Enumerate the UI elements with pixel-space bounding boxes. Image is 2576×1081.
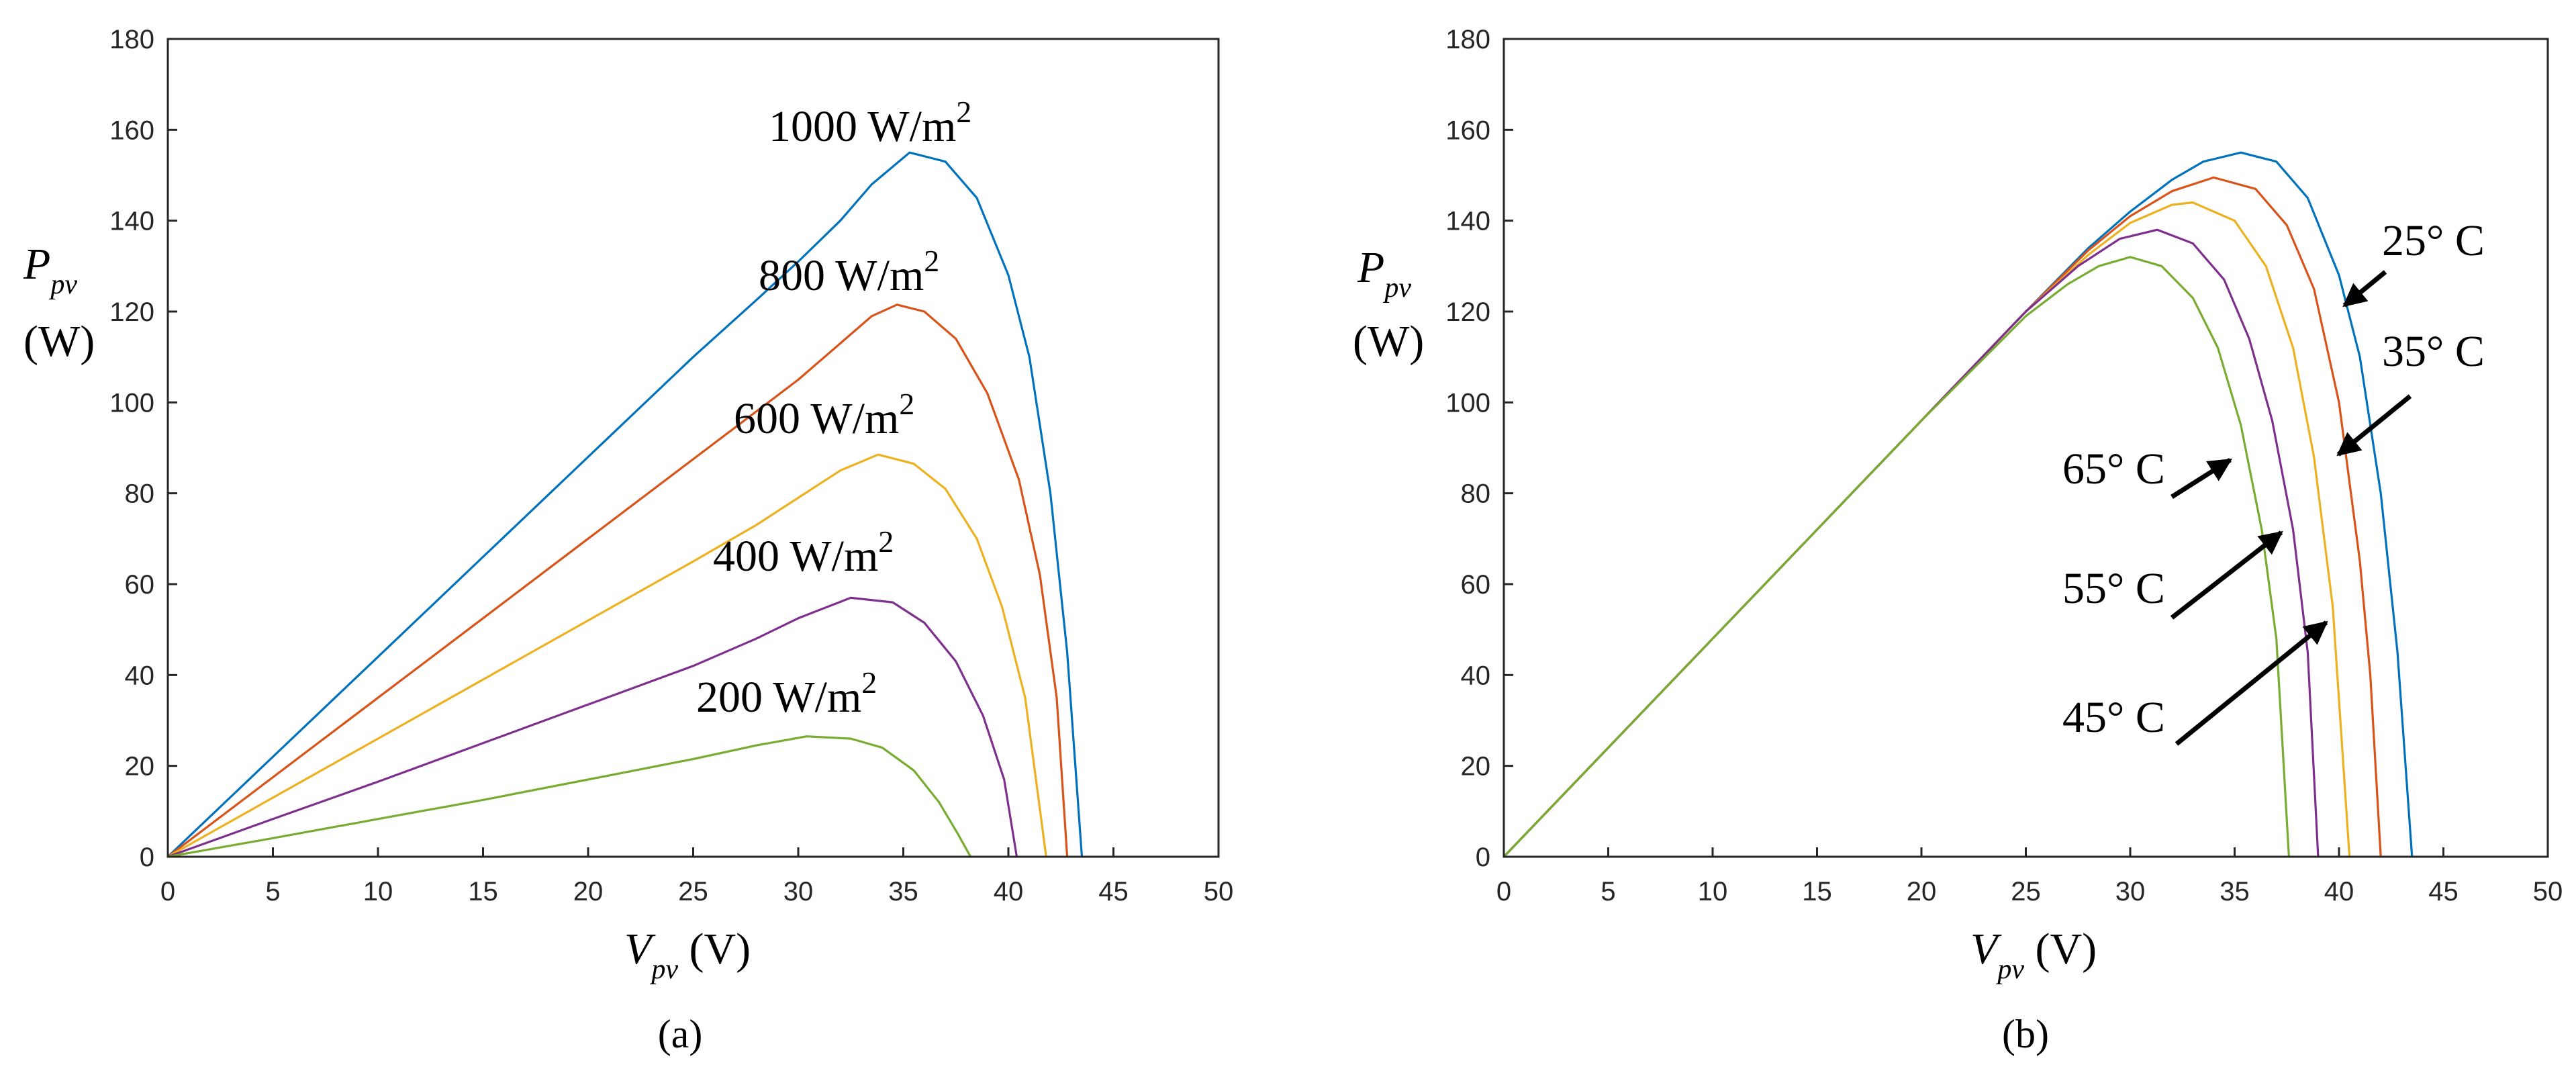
panel-a-ytick-label: 180	[109, 25, 154, 54]
panel-a-ylabel-unit: (W)	[23, 317, 95, 366]
panel-b-xtick-label: 35	[2220, 877, 2250, 906]
annotation-600: 600 W/m2	[734, 387, 914, 443]
panel-a-chart: 0 5 10 15 20 25 30 35 40 45 50 0 20 40 60 80 100 120 140 16…	[23, 25, 1233, 1056]
panel-b-ytick-label: 120	[1445, 297, 1490, 327]
panel-a-xtick-label: 20	[573, 877, 604, 906]
panel-b-xtick-label: 20	[1907, 877, 1937, 906]
panel-a-ytick-label: 120	[109, 297, 154, 327]
panel-b-series-3	[1502, 228, 2320, 858]
annotation-45c: 45° C	[2062, 693, 2165, 742]
panel-b-xtick-label: 25	[2011, 877, 2041, 906]
arrow-35c	[2336, 394, 2412, 457]
panel-b-ylabel-var: Ppv	[1357, 243, 1411, 303]
annotation-65c: 65° C	[2062, 444, 2165, 493]
arrow-25c	[2342, 270, 2387, 308]
panel-a-ytick-label: 0	[140, 843, 154, 872]
panel-a-ytick-label: 20	[125, 752, 155, 782]
annotation-800: 800 W/m2	[759, 244, 939, 300]
panel-b-chart: 0 5 10 15 20 25 30 35 40 45 50 0 20 40 60 80 100 120 140 16…	[1353, 25, 2563, 1056]
panel-a-xtick-label: 10	[363, 877, 393, 906]
panel-b-series-1	[1502, 176, 2382, 858]
panel-b-ylabel-unit: (W)	[1353, 317, 1424, 366]
panel-b-ytick-label: 160	[1445, 115, 1490, 145]
panel-b-xtick-label: 10	[1698, 877, 1728, 906]
panel-b-series-0	[1502, 151, 2414, 858]
panel-b-series-group	[1502, 151, 2414, 858]
panel-b-ytick-label: 140	[1445, 207, 1490, 236]
annotation-400: 400 W/m2	[713, 524, 894, 581]
panel-a-ytick-label: 140	[109, 207, 154, 236]
panel-a-xtick-label: 45	[1098, 877, 1129, 906]
panel-b-xlabel: Vpv (V)	[1970, 925, 2097, 985]
panel-a-ytick-label: 60	[125, 570, 155, 600]
arrow-65c	[2170, 458, 2232, 499]
panel-b-xtick-label: 0	[1496, 877, 1511, 906]
annotation-55c: 55° C	[2062, 564, 2165, 613]
panel-b-ytick-label: 40	[1461, 661, 1491, 690]
panel-a-ytick-label: 40	[125, 661, 155, 690]
annotation-1000: 1000 W/m2	[769, 95, 971, 151]
panel-a-xtick-label: 35	[888, 877, 918, 906]
panel-a-series-0	[166, 151, 1084, 858]
panel-a-ytick-label: 160	[109, 115, 154, 145]
panel-a-xtick-label: 25	[678, 877, 708, 906]
panel-b-xtick-label: 5	[1601, 877, 1615, 906]
panel-b-xtick-label: 15	[1802, 877, 1832, 906]
annotation-200: 200 W/m2	[696, 665, 877, 722]
panel-b-ytick-label: 100	[1445, 388, 1490, 418]
panel-a-series-4	[167, 735, 972, 858]
panel-a-series-group	[166, 151, 1084, 858]
panel-a-xtick-label: 40	[994, 877, 1024, 906]
annotation-25c: 25° C	[2382, 216, 2485, 265]
panel-a-series-1	[167, 303, 1069, 858]
panel-a-ytick-label: 100	[109, 388, 154, 418]
panel-b-ytick-label: 0	[1476, 843, 1490, 872]
panel-b-ytick-label: 180	[1445, 25, 1490, 54]
panel-b-ytick-label: 60	[1461, 570, 1491, 600]
panel-b-ytick-label: 20	[1461, 752, 1491, 782]
panel-b-ytick-label: 80	[1461, 479, 1491, 509]
panel-a-ytick-label: 80	[125, 479, 155, 509]
annotation-35c: 35° C	[2382, 327, 2485, 376]
panel-a-xtick-label: 0	[160, 877, 175, 906]
panel-b-series-2	[1502, 201, 2351, 858]
panel-b-xtick-label: 50	[2533, 877, 2563, 906]
arrow-45c	[2175, 620, 2328, 746]
panel-a-xtick-label: 50	[1204, 877, 1234, 906]
panel-a-xtick-label: 5	[265, 877, 280, 906]
panel-b-xtick-label: 30	[2115, 877, 2146, 906]
panel-a-xtick-label: 30	[783, 877, 814, 906]
panel-a-ylabel-var: Ppv	[23, 240, 77, 300]
panel-a-xtick-label: 15	[468, 877, 498, 906]
panel-b-xtick-label: 45	[2428, 877, 2459, 906]
panel-b-caption: (b)	[2002, 1012, 2049, 1056]
arrow-55c	[2170, 530, 2283, 620]
panel-b-series-4	[1502, 256, 2290, 858]
panel-a-series-3	[167, 596, 1018, 858]
panel-b-plot-frame	[1502, 38, 2549, 858]
panel-a-plot-frame	[166, 38, 1220, 858]
panel-a-xlabel: Vpv (V)	[624, 925, 751, 985]
panel-b-xtick-label: 40	[2324, 877, 2354, 906]
panel-a-series-2	[167, 453, 1047, 858]
panel-a-caption: (a)	[658, 1012, 703, 1056]
